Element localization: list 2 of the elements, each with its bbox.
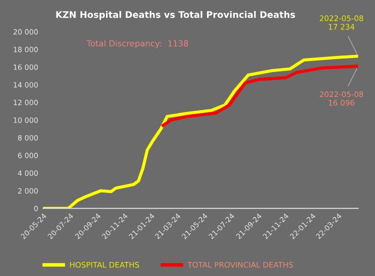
chart-title: KZN Hospital Deaths vs Total Provincial Deaths	[56, 10, 296, 20]
annotation: Total Discrepancy: 1138	[86, 40, 188, 48]
